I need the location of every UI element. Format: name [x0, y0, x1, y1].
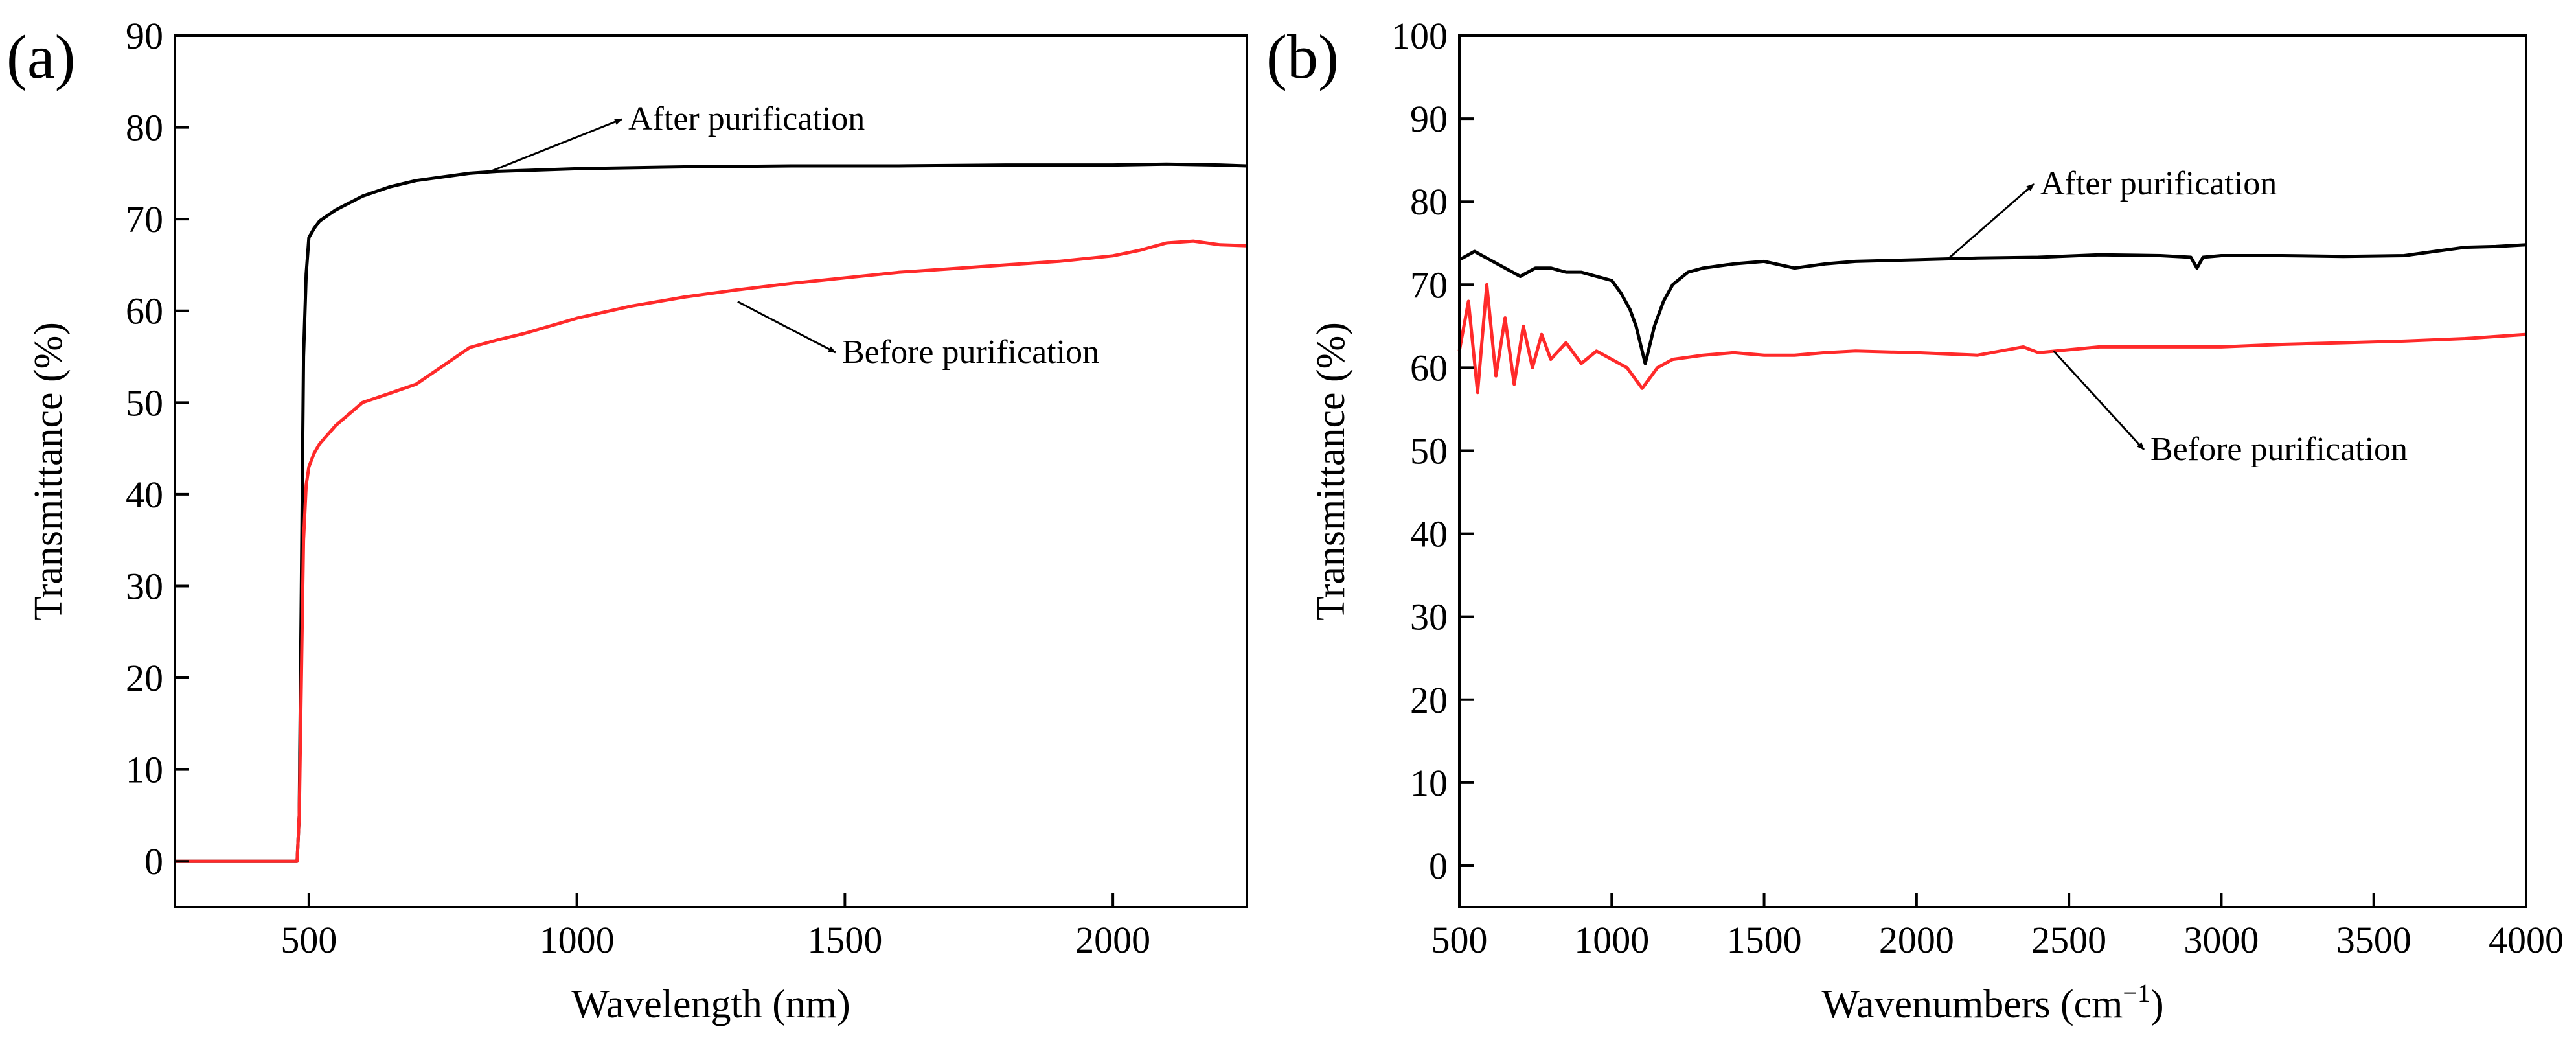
y-tick-label: 100 — [1391, 15, 1448, 57]
x-tick-label: 3500 — [2336, 919, 2411, 961]
x-tick-label: 3000 — [2183, 919, 2259, 961]
series-line-after-purification — [175, 162, 1248, 863]
y-tick-label: 80 — [1410, 181, 1448, 223]
y-tick-label: 60 — [1410, 347, 1448, 389]
annotation-arrow — [737, 301, 836, 354]
y-tick-label: 40 — [126, 474, 163, 516]
y-tick-label: 20 — [126, 657, 163, 699]
y-tick-label: 50 — [126, 382, 163, 424]
y-tick-label: 0 — [1429, 845, 1448, 887]
panel-label: (b) — [1266, 22, 1339, 91]
y-tick-label: 90 — [126, 15, 163, 57]
panel-label: (a) — [6, 22, 76, 91]
y-tick-label: 70 — [1410, 264, 1448, 306]
x-tick-label: 1500 — [1727, 919, 1802, 961]
x-tick-label: 1000 — [1574, 919, 1649, 961]
y-tick-label: 20 — [1410, 679, 1448, 721]
annotation-arrow — [1946, 183, 2035, 260]
y-tick-label: 30 — [1410, 596, 1448, 638]
annotation-label: Before purification — [842, 334, 1099, 371]
x-axis-title: Wavenumbers (cm−1) — [1821, 978, 2163, 1026]
annotation-label: After purification — [2040, 165, 2277, 202]
y-tick-label: 50 — [1410, 430, 1448, 472]
y-axis-title: Transmittance (%) — [27, 322, 71, 621]
x-tick-label: 4000 — [2489, 919, 2564, 961]
annotation-arrow — [485, 118, 622, 174]
x-tick-label: 1500 — [807, 919, 882, 961]
y-axis-title: Transmittance (%) — [1309, 322, 1353, 621]
annotation-label: Before purification — [2150, 431, 2408, 468]
annotation-arrow — [2053, 350, 2145, 451]
annotation-label: After purification — [628, 100, 865, 137]
y-tick-label: 70 — [126, 198, 163, 240]
plot-frame — [1458, 34, 2527, 908]
panel-b-chart: 500 1000 1500 2000 2500 3000 3500 4000 0 10 20 30 40… — [1266, 15, 2564, 1026]
x-tick-label: 500 — [280, 919, 337, 961]
y-tick-label: 10 — [1410, 762, 1448, 804]
y-tick-label: 80 — [126, 107, 163, 149]
x-tick-label: 1000 — [540, 919, 615, 961]
series-line-before-purification — [175, 239, 1248, 863]
y-tick-label: 10 — [126, 749, 163, 791]
x-tick-label: 2000 — [1075, 919, 1150, 961]
x-tick-label: 500 — [1431, 919, 1488, 961]
x-tick-label: 2500 — [2031, 919, 2106, 961]
plot-frame — [174, 34, 1248, 908]
y-tick-label: 40 — [1410, 513, 1448, 555]
y-tick-label: 30 — [126, 565, 163, 607]
x-tick-label: 2000 — [1879, 919, 1954, 961]
series-line-before-purification — [1457, 283, 2527, 395]
y-tick-label: 0 — [144, 840, 163, 883]
series-line-after-purification — [1458, 243, 2527, 365]
panel-a-chart: 500 1000 1500 2000 0 10 20 30 40 50 60 70 80 90 Wavele… — [6, 15, 1248, 1026]
x-axis-title: Wavelength (nm) — [571, 982, 850, 1026]
y-tick-label: 90 — [1410, 98, 1448, 140]
y-tick-label: 60 — [126, 290, 163, 332]
